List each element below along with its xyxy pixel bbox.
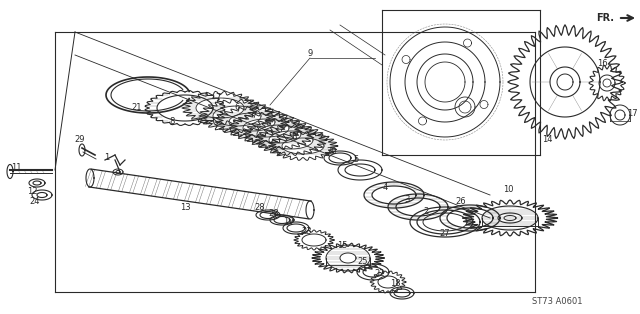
Text: 19: 19 [283, 218, 293, 226]
Text: 28: 28 [269, 209, 279, 219]
Text: 8: 8 [170, 117, 175, 127]
Text: 3: 3 [404, 196, 410, 204]
Text: 6: 6 [234, 102, 240, 111]
Text: 25: 25 [358, 257, 368, 267]
Text: 17: 17 [627, 109, 637, 117]
Text: 7: 7 [215, 94, 221, 102]
Text: 14: 14 [541, 136, 552, 144]
Text: 21: 21 [132, 104, 142, 112]
Text: 7: 7 [252, 111, 257, 120]
Text: 1: 1 [104, 154, 109, 163]
Text: 18: 18 [390, 279, 400, 289]
Text: ST73 A0601: ST73 A0601 [532, 297, 582, 306]
Text: 15: 15 [337, 241, 348, 250]
Text: 11: 11 [11, 164, 21, 172]
Text: 12: 12 [27, 187, 37, 197]
Text: 5: 5 [353, 155, 358, 165]
Text: 20: 20 [327, 148, 337, 156]
Text: 6: 6 [266, 118, 271, 127]
Text: 6: 6 [291, 133, 297, 142]
Text: 24: 24 [29, 198, 40, 207]
Text: 29: 29 [75, 136, 85, 144]
Text: 9: 9 [307, 50, 312, 58]
Text: 28: 28 [255, 203, 266, 213]
Text: 26: 26 [456, 198, 467, 207]
Text: 4: 4 [382, 183, 388, 192]
Text: 16: 16 [596, 59, 607, 68]
Text: 7: 7 [278, 124, 284, 133]
Text: 2: 2 [424, 208, 429, 216]
Text: FR.: FR. [596, 13, 614, 23]
Text: 27: 27 [440, 229, 451, 237]
Text: 23: 23 [301, 228, 312, 236]
Text: 22: 22 [375, 268, 385, 278]
Text: 13: 13 [180, 203, 190, 212]
Text: 10: 10 [503, 186, 513, 194]
